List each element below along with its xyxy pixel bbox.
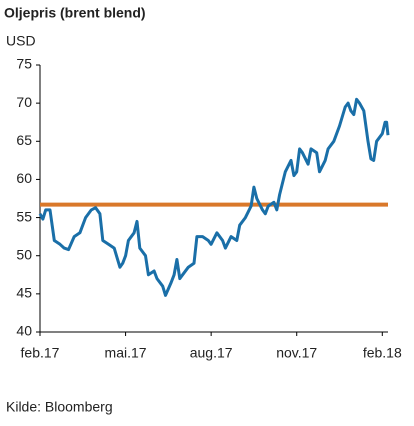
y-tick-label: 65 [16, 132, 32, 148]
x-tick-label: aug.17 [190, 345, 233, 361]
x-tick-label: nov.17 [276, 345, 317, 361]
x-tick-label: feb.17 [21, 345, 60, 361]
y-tick-label: 75 [16, 56, 32, 72]
y-tick-label: 70 [16, 94, 32, 110]
chart-title: Oljepris (brent blend) [4, 5, 146, 21]
y-tick-label: 55 [16, 208, 32, 224]
x-tick-label: feb.18 [363, 345, 402, 361]
y-axis-label: USD [6, 33, 36, 49]
y-tick-label: 45 [16, 285, 32, 301]
y-tick-label: 60 [16, 170, 32, 186]
source: Kilde: Bloomberg [6, 399, 113, 415]
y-tick-label: 50 [16, 246, 32, 262]
x-tick-label: mai.17 [105, 345, 147, 361]
y-tick-label: 40 [16, 323, 32, 339]
price-line [38, 97, 390, 297]
